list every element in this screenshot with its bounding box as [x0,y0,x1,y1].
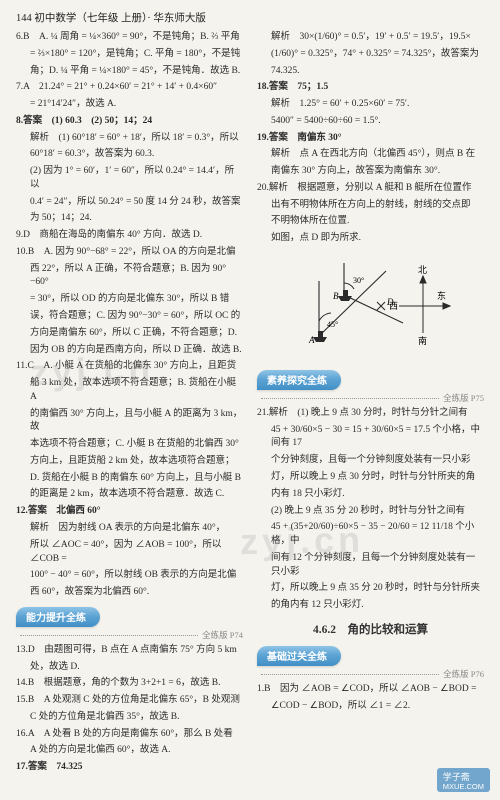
logo-subtext: MXUE.COM [443,783,484,791]
q8-exp3: (2) 因为 1° = 60′，1′ = 60″，所以 0.24° = 14.4… [16,165,243,193]
q21: 21.解析 (1) 晚上 9 点 30 分时，时针与分针之间有 [257,407,484,421]
q19b: 南偏东 30° 方向上，故答案为南偏东 30°. [257,165,484,179]
page-ref-3: 全练版 P76 [443,668,484,680]
q11d: 方向上，且距货船 2 km 处，故本选项符合题意； [16,455,243,469]
q12a: 解析 因为射线 OA 表示的方向是北偏东 40°， [16,522,243,536]
q20: 20.解析 根据题意，分别以 A 艇和 B 艇所在位置作 [257,182,484,196]
q20b: 不明物体所在位置. [257,215,484,229]
section-4-6-2: 4.6.2 角的比较和运算 [257,621,484,637]
q18-label: 18.答案 75；1.5 [257,82,328,92]
q11a: 船 3 km 处，故本选项不符合题意；B. 货船在小艇 A [16,377,243,405]
r17-exp2: (1/60)° = 0.325°，74° + 0.325° = 74.325°，… [257,48,484,62]
q15: 15.B A 处观测 C 处的方位角是北偏东 65°，B 处观测 [16,694,243,708]
pageref-row-3: 全练版 P76 [257,668,484,680]
q16: 16.A A 处看 B 处的方向是南偏东 60°，那么 B 处看 [16,728,243,742]
q6-line2: = ⅔×180° = 120°，是钝角；C. 平角 = 180°，不是钝 [16,48,243,62]
q8-exp5: 为 50；14；24. [16,212,243,226]
q19-answer: 19.答案 南偏东 30° [257,132,484,146]
q21i: 的角内有 12 只小彩灯. [257,599,484,613]
angle-30: 30° [353,276,364,285]
q6-line1: 6.B A. ¼ 周角 = ¼×360° = 90°，不是钝角；B. ⅔ 平角 [16,31,243,45]
q20a: 出有不明物体所在方向上的射线，射线的交点即 [257,199,484,213]
compass-n: 北 [418,265,427,275]
right-column: 解析 30×(1/60)° = 0.5′，19′ + 0.5′ = 19.5′，… [257,31,484,792]
q12d: 西 60°，故答案为北偏西 60°. [16,586,243,600]
r17-exp1: 解析 30×(1/60)° = 0.5′，19′ + 0.5′ = 19.5′，… [257,31,484,45]
q11c: 本选项不符合题意；C. 小艇 B 在货船的北偏西 30° [16,438,243,452]
q19a: 解析 点 A 在西北方向（北偏西 45°），则点 B 在 [257,148,484,162]
q11b: 的南偏西 30° 方向上，且与小艇 A 的距离为 3 km，故 [16,408,243,436]
q18-answer: 18.答案 75；1.5 [257,81,484,95]
r1a: ∠COD − ∠BOD，所以 ∠1 = ∠2. [257,700,484,714]
pageref-row-1: 全练版 P74 [16,629,243,641]
q16a: A 处的方向是北偏西 60°，故选 A. [16,744,243,758]
q21h: 灯，所以晚上 9 点 35 分 20 秒时，时针与分针所夹 [257,582,484,596]
q10b: = 30°，所以 OD 的方向是北偏东 30°，所以 B 错 [16,293,243,307]
pill-literacy: 素养探究全练 [257,370,341,390]
q13: 13.D 由题图可得，B 点在 A 点南偏东 75° 方向 5 km [16,644,243,658]
q8-answer: 8.答案 (1) 60.3 (2) 50；14；24 [16,115,243,129]
pill-ability: 能力提升全练 [16,607,100,627]
r17-exp3: 74.325. [257,65,484,79]
q7-line1: 7.A 21.24° = 21° + 0.24×60′ = 21° + 14′ … [16,81,243,95]
q7-line2: = 21°14′24″，故选 A. [16,98,243,112]
q15a: C 处的方位角是北偏西 35°，故选 B. [16,711,243,725]
q10e: 因为 OB 的方向是西南方向，所以 D 正确．故选 B. [16,344,243,358]
source-logo: 学子斋 MXUE.COM [437,768,490,793]
q18a: 解析 1.25° = 60′ + 0.25×60′ = 75′. [257,98,484,112]
angle-45: 45° [327,320,338,329]
ship-diagram: A B D 30° 45° 北 南 西 东 [291,251,451,361]
q8-exp1: 解析 (1) 60°18′ = 60° + 18′，所以 18′ = 0.3°，… [16,132,243,146]
page-header: 144 初中数学（七年级 上册）· 华东师大版 [16,10,484,25]
compass-e: 东 [437,290,446,301]
q20c: 如图，点 D 即为所求. [257,232,484,246]
left-column: 6.B A. ¼ 周角 = ¼×360° = 90°，不是钝角；B. ⅔ 平角 … [16,31,243,792]
page-ref-2: 全练版 P75 [443,392,484,404]
q6-line3: 角；D. ¼ 平角 = ¼×180° = 45°，不是钝角．故选 B. [16,65,243,79]
logo-text: 学子斋 [443,772,470,782]
svg-text:A: A [308,335,315,345]
q17-label: 17.答案 74.325 [16,762,83,772]
q11f: 的距离是 2 km，故本选项不符合题意．故选 C. [16,488,243,502]
q21a: 45 + 30/60×5 − 30 = 15 + 30/60×5 = 17.5 … [257,424,484,452]
compass-s: 南 [418,335,427,346]
q21b: 个分钟刻度，且每一个分钟刻度处装有一只小彩 [257,454,484,468]
q11: 11.C A. 小艇 A 在货船的北偏东 30° 方向上，且距货 [16,360,243,374]
q12-label: 12.答案 北偏西 60° [16,506,101,516]
q10c: 误，符合题意；C. 因为 90°−30° = 60°，所以 OC 的 [16,310,243,324]
svg-text:B: B [333,291,339,301]
q18b: 5400″ = 5400÷60÷60 = 1.5°. [257,115,484,129]
q12c: 100° − 40° = 60°，所以射线 OB 表示的方向是北偏 [16,569,243,583]
q21f: 45 + (35+20/60)÷60×5 − 35 − 20/60 = 12 1… [257,521,484,549]
q8-label: 8.答案 (1) 60.3 (2) 50；14；24 [16,116,152,126]
q8-exp4: 0.4′ = 24″，所以 50.24° = 50 度 14 分 24 秒，故答… [16,196,243,210]
r1: 1.B 因为 ∠AOB = ∠COD，所以 ∠AOB − ∠BOD = [257,683,484,697]
q9: 9.D 商船在海岛的南偏东 40° 方向．故选 D. [16,229,243,243]
pageref-row-2: 全练版 P75 [257,392,484,404]
pill-basics: 基础过关全练 [257,646,341,666]
q19-label: 19.答案 南偏东 30° [257,133,342,143]
page-ref-1: 全练版 P74 [202,629,243,641]
q8-exp2: 60°18′ = 60.3°，故答案为 60.3. [16,148,243,162]
q14: 14.B 根据题意，角的个数为 3+2+1 = 6，故选 B. [16,677,243,691]
q12b: 所以 ∠AOC = 40°，因为 ∠AOB = 100°，所以 ∠COB = [16,539,243,567]
compass-w: 西 [389,301,398,311]
q21g: 间有 12 个分钟刻度，且每一个分钟刻度处装有一只小彩 [257,552,484,580]
q10d: 方向是南偏东 60°，所以 C 正确，不符合题意；D. [16,327,243,341]
two-column-body: 6.B A. ¼ 周角 = ¼×360° = 90°，不是钝角；B. ⅔ 平角 … [16,31,484,792]
q10a: 西 22°，所以 A 正确，不符合题意；B. 因为 90°−60° [16,263,243,291]
q11e: D. 货船在小艇 B 的南偏东 60° 方向上，且与小艇 B [16,472,243,486]
q13a: 处，故选 D. [16,661,243,675]
q12-answer: 12.答案 北偏西 60° [16,505,243,519]
q17-answer: 17.答案 74.325 [16,761,243,775]
q21d: 内有 18 只小彩灯. [257,488,484,502]
q21c: 灯，所以晚上 9 点 30 分时，时针与分针所夹的角 [257,471,484,485]
q10: 10.B A. 因为 90°−68° = 22°，所以 OA 的方向是北偏 [16,246,243,260]
q21e: (2) 晚上 9 点 35 分 20 秒时，时针与分针之间有 [257,505,484,519]
